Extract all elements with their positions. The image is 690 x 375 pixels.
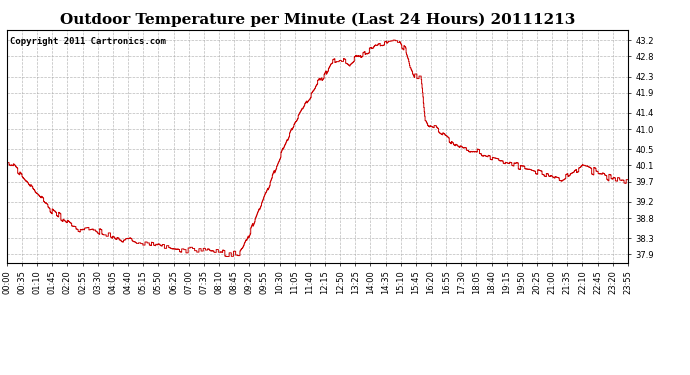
Title: Outdoor Temperature per Minute (Last 24 Hours) 20111213: Outdoor Temperature per Minute (Last 24 … [60, 13, 575, 27]
Text: Copyright 2011 Cartronics.com: Copyright 2011 Cartronics.com [10, 37, 166, 46]
